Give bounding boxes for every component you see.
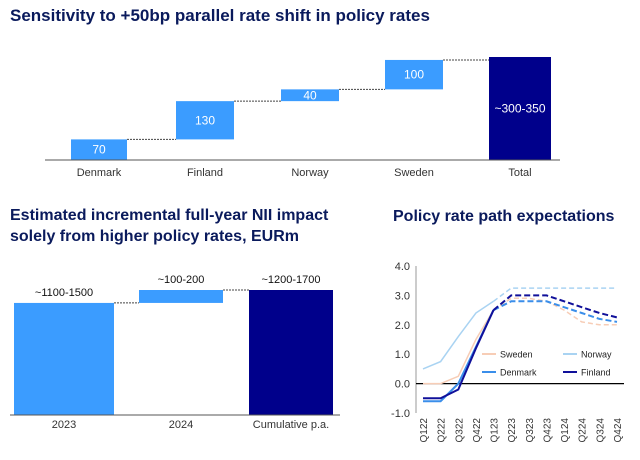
c3-line-finland-forecast — [492, 294, 618, 319]
c3-ytick-label: 1.0 — [395, 349, 410, 361]
c1-bar-label: 40 — [303, 88, 317, 102]
c1-bar-denmark — [71, 139, 127, 160]
c3-line-norway-history — [422, 300, 494, 370]
c1-category-label: Denmark — [77, 167, 122, 179]
c3-xtick-label: Q123 — [490, 418, 501, 443]
c3-legend-label: Denmark — [500, 368, 537, 378]
c3-ytick-label: 0.0 — [395, 379, 410, 391]
c1-bar-total — [489, 57, 551, 160]
c3-xtick-label: Q323 — [525, 418, 536, 443]
c3-xtick-label: Q124 — [560, 418, 571, 443]
c1-category-label: Sweden — [394, 167, 434, 179]
c1-bar-sweden — [385, 59, 443, 90]
c2-category-label: 2023 — [52, 419, 76, 431]
c1-bar-label: ~300-350 — [494, 102, 545, 116]
c2-bar-2024 — [139, 290, 223, 303]
c3-xtick-label: Q223 — [507, 418, 518, 443]
c1-bar-finland — [176, 101, 234, 140]
c3-ytick-label: 2.0 — [395, 320, 410, 332]
c3-legend-label: Finland — [581, 368, 611, 378]
c1-category-label: Finland — [187, 167, 223, 179]
c2-bar-2023 — [14, 302, 114, 415]
c3-line-finland-history — [423, 309, 495, 400]
c3-xtick-label: Q224 — [578, 418, 589, 443]
c2-category-label: Cumulative p.a. — [253, 419, 329, 431]
c3-xtick-label: Q222 — [437, 418, 448, 443]
c3-xtick-label: Q424 — [613, 418, 624, 443]
c3-xtick-label: Q423 — [542, 418, 553, 443]
c3-xtick-label: Q422 — [472, 418, 483, 443]
c3-ytick-label: 3.0 — [395, 290, 410, 302]
c2-bar-label: ~100-200 — [158, 274, 205, 286]
chart1-title: Sensitivity to +50bp parallel rate shift… — [10, 6, 430, 25]
c3-ytick-label: 4.0 — [395, 261, 410, 273]
c3-xtick-label: Q322 — [454, 418, 465, 443]
chart3-title: Policy rate path expectations — [393, 208, 615, 225]
c3-legend-label: Norway — [581, 350, 612, 360]
c2-category-label: 2024 — [169, 419, 193, 431]
c1-bar-label: 130 — [195, 113, 215, 127]
c1-bar-label: 70 — [92, 143, 106, 157]
c3-line-denmark-forecast — [493, 300, 618, 323]
chart2-title: Estimated incremental full-year NII impa… — [10, 207, 329, 245]
c2-bar-label: ~1200-1700 — [261, 274, 320, 286]
c1-category-label: Total — [508, 167, 531, 179]
c3-legend-label: Sweden — [500, 350, 533, 360]
c3-line-norway-forecast — [493, 287, 617, 302]
c1-category-label: Norway — [291, 167, 329, 179]
c2-bar-label: ~1100-1500 — [35, 287, 93, 299]
c1-bar-norway — [281, 89, 339, 102]
c3-xtick-label: Q122 — [419, 418, 430, 443]
c3-ytick-label: -1.0 — [391, 408, 410, 420]
c3-line-sweden-forecast — [493, 297, 617, 326]
c2-bar-cumulative — [249, 290, 333, 415]
c1-bar-label: 100 — [404, 68, 424, 82]
c3-xtick-label: Q324 — [595, 418, 606, 443]
c3-line-sweden-history — [423, 309, 495, 385]
